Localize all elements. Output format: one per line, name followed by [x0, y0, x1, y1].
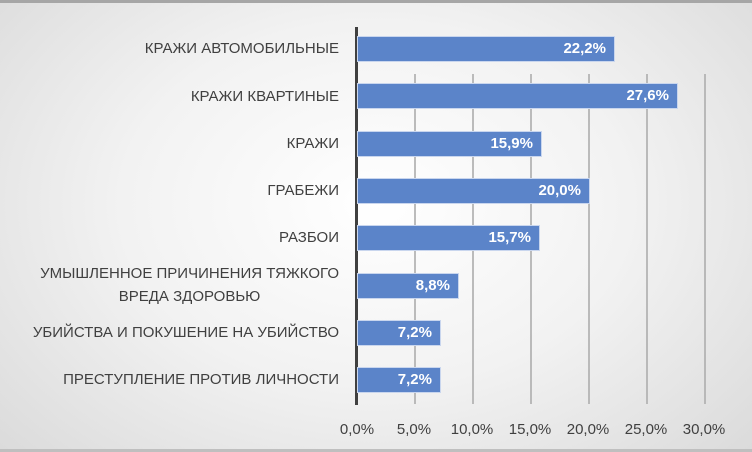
gridline-25: [646, 74, 648, 404]
category-label: УБИЙСТВА И ПОКУШЕНИЕ НА УБИЙСТВО: [32, 324, 339, 341]
x-tick-label: 5,0%: [396, 421, 432, 438]
category-label-line1: УМЫШЛЕННОЕ ПРИЧИНЕНИЯ ТЯЖКОГО: [40, 265, 339, 282]
bar-value-label: 7,2%: [397, 324, 432, 341]
category-label: КРАЖИ: [286, 135, 339, 152]
category-label: КРАЖИ КВАРТИНЫЕ: [190, 88, 339, 105]
bar-value-label: 8,8%: [415, 277, 450, 294]
category-label: РАЗБОИ: [278, 229, 339, 246]
gridline-30: [704, 74, 706, 404]
category-label: ПРЕСТУПЛЕНИЕ ПРОТИВ ЛИЧНОСТИ: [63, 371, 339, 388]
category-label: ГРАБЕЖИ: [267, 182, 339, 199]
x-tick-label: 0,0%: [339, 421, 375, 438]
bar-value-label: 15,9%: [490, 135, 533, 152]
x-tick-label: 30,0%: [682, 421, 726, 438]
x-tick-label: 25,0%: [624, 421, 668, 438]
bar: 27,6%: [357, 83, 678, 109]
bar-value-label: 22,2%: [563, 40, 606, 57]
bar: 7,2%: [357, 320, 441, 346]
gridline-20: [588, 74, 590, 404]
category-label-line2: ВРЕДА ЗДОРОВЬЮ: [118, 288, 261, 305]
bar: 20,0%: [357, 178, 590, 204]
bar: 22,2%: [357, 36, 615, 62]
category-label: УМЫШЛЕННОЕ ПРИЧИНЕНИЯ ТЯЖКОГО ВРЕДА ЗДОР…: [40, 264, 339, 307]
category-label: КРАЖИ АВТОМОБИЛЬНЫЕ: [144, 40, 339, 57]
category-axis-line: [355, 27, 358, 405]
x-tick-label: 10,0%: [450, 421, 494, 438]
x-tick-label: 15,0%: [508, 421, 552, 438]
bar-value-label: 15,7%: [488, 229, 531, 246]
bar: 15,7%: [357, 225, 540, 251]
bar-value-label: 20,0%: [538, 182, 581, 199]
bar: 8,8%: [357, 273, 459, 299]
bar: 15,9%: [357, 131, 542, 157]
bar-value-label: 27,6%: [626, 87, 669, 104]
x-tick-label: 20,0%: [566, 421, 610, 438]
bar-value-label: 7,2%: [397, 371, 432, 388]
bar: 7,2%: [357, 367, 441, 393]
